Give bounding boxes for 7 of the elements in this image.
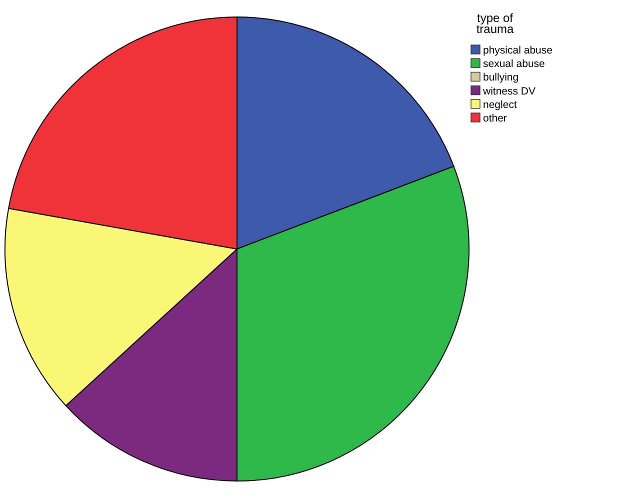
legend-label: bullying — [483, 72, 519, 84]
legend-label: other — [483, 112, 508, 124]
legend-title: type of trauma — [476, 11, 514, 36]
legend-label: neglect — [483, 98, 517, 111]
legend-label: witness DV — [482, 85, 536, 98]
legend-label: sexual abuse — [483, 58, 546, 70]
legend-label: physical abuse — [483, 44, 553, 56]
